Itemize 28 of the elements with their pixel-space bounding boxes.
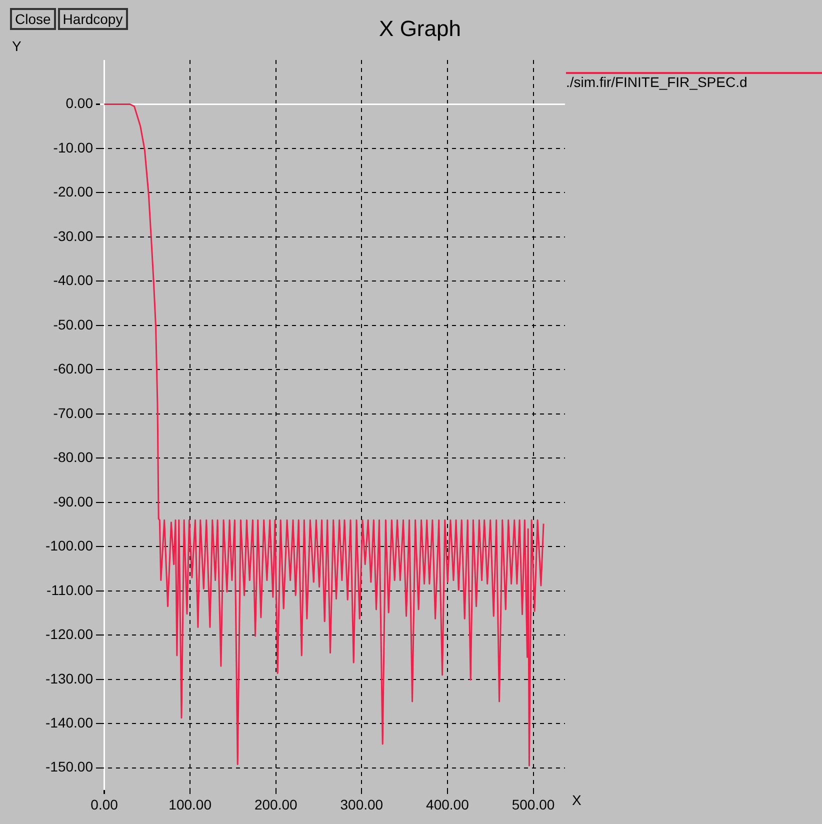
- text: ./sim.fir/FINITE_FIR_SPEC.d: [566, 74, 748, 90]
- y-tick-label: -60.00: [53, 360, 94, 377]
- text: Hardcopy: [58, 8, 128, 30]
- y-tick-label: -120.00: [46, 626, 94, 642]
- x-axis-title: X: [572, 792, 582, 808]
- chart-title: X Graph: [378, 16, 462, 42]
- y-tick-label: -20.00: [53, 184, 94, 200]
- y-tick-label: -70.00: [53, 404, 94, 421]
- y-axis-title: Y: [12, 38, 22, 54]
- y-tick-label: -130.00: [46, 670, 94, 686]
- y-tick-label: -50.00: [53, 316, 94, 332]
- y-tick-label: -150.00: [46, 758, 94, 775]
- y-tick-label: -90.00: [53, 493, 94, 510]
- x-tick-label: 400.00: [426, 796, 470, 812]
- x-tick-label: 300.00: [340, 796, 384, 812]
- y-tick-label: -40.00: [53, 272, 94, 288]
- x-tick-label: 500.00: [512, 796, 555, 812]
- y-tick-label: -110.00: [46, 582, 94, 598]
- y-tick-label: -80.00: [53, 449, 94, 466]
- x-tick-label: 0.00: [90, 796, 118, 812]
- y-tick-label: -140.00: [46, 714, 94, 730]
- x-tick-label: 100.00: [168, 796, 212, 812]
- x-tick-label: 200.00: [254, 796, 298, 812]
- y-tick-label: 0.00: [66, 95, 94, 112]
- y-tick-label: -10.00: [53, 139, 94, 156]
- y-tick-label: -100.00: [46, 538, 94, 554]
- text: Close: [10, 8, 56, 30]
- y-tick-label: -30.00: [53, 228, 94, 244]
